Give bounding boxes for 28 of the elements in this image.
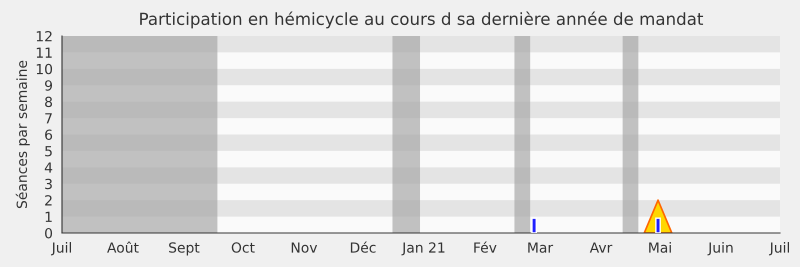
y-tick-label: 10 [36,64,52,74]
x-tick-label: Jan 21 [401,242,444,256]
y-tick-label: 7 [45,113,52,124]
x-tick-label: Juin [707,242,733,256]
chart-title: Participation en hémicycle au cours d sa dernière année de mandat [140,12,704,28]
y-tick-label: 11 [36,48,52,58]
y-tick-label: 5 [45,146,52,156]
y-tick-label: 3 [45,178,52,190]
y-tick-label: 4 [44,162,52,173]
x-tick-label: Fév [474,241,497,253]
x-tick-label: Sept [169,242,200,256]
x-tick-label: Mai [649,242,671,253]
x-tick-label: Août [107,241,139,253]
y-tick-label: 2 [45,195,52,206]
x-tick-label: Déc [350,241,376,253]
x-tick-label: Oct [232,242,255,253]
y-tick-label: 6 [45,129,52,140]
y-axis-title: Séances par semaine [16,60,30,208]
y-tick-label: 8 [45,96,52,108]
x-tick-label: Juil [50,242,72,256]
y-tick-label: 12 [36,30,52,42]
x-tick-label: Avr [590,242,612,253]
x-tick-label: Mar [528,242,554,253]
y-tick-label: 0 [45,228,52,238]
y-tick-label: 1 [46,212,52,222]
y-tick-label: 9 [45,80,52,91]
x-tick-label: Nov [292,242,318,253]
x-tick-label: Juil [768,242,790,256]
